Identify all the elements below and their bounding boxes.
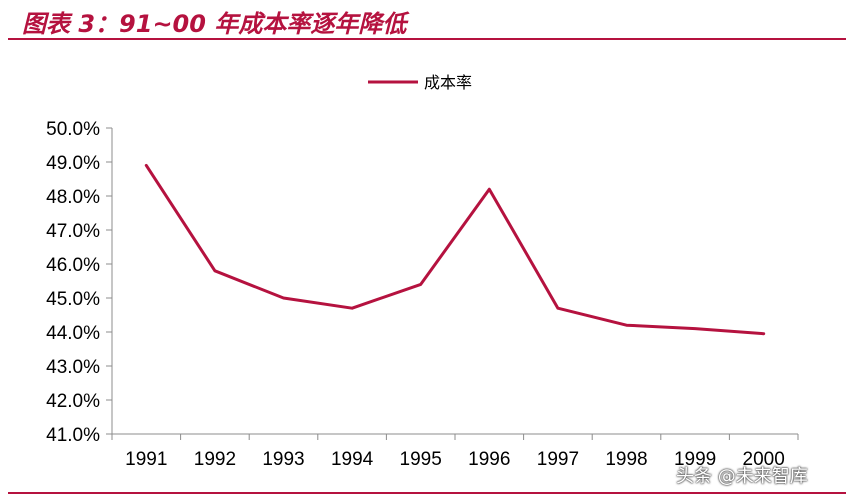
footer-rule	[8, 492, 846, 494]
x-tick-label: 1992	[194, 449, 236, 470]
y-tick-label: 44.0%	[46, 323, 100, 344]
x-tick-label: 1998	[605, 449, 647, 470]
y-tick-label: 45.0%	[46, 289, 100, 310]
watermark: 头条 @未来智库	[676, 466, 808, 487]
x-tick-label: 1991	[125, 449, 167, 470]
y-axis-labels: 41.0% 42.0% 43.0% 44.0% 45.0% 46.0% 47.0% 48.0%…	[46, 119, 100, 446]
y-tick-label: 42.0%	[46, 391, 100, 412]
legend: 成本率	[368, 73, 472, 92]
x-tick-label: 1993	[262, 449, 304, 470]
x-axis-ticks	[111, 434, 799, 440]
y-tick-label: 49.0%	[46, 153, 100, 174]
series-line	[144, 163, 766, 336]
figure-title: 图表 3：91~00 年成本率逐年降低	[22, 10, 407, 38]
series-group	[144, 163, 766, 336]
x-tick-label: 1994	[331, 449, 374, 470]
x-tick-label: 1997	[537, 449, 579, 470]
x-tick-label: 2000	[743, 449, 785, 470]
y-tick-label: 47.0%	[46, 221, 100, 242]
y-tick-label: 48.0%	[46, 187, 100, 208]
figure-header: 图表 3：91~00 年成本率逐年降低	[0, 0, 854, 40]
header-rule	[8, 38, 846, 40]
y-axis-ticks	[106, 127, 112, 435]
y-tick-label: 43.0%	[46, 357, 100, 378]
y-tick-label: 41.0%	[46, 425, 100, 446]
x-tick-label: 1999	[674, 449, 716, 470]
x-tick-label: 1996	[468, 449, 510, 470]
y-tick-label: 50.0%	[46, 119, 100, 140]
legend-label: 成本率	[424, 73, 472, 92]
y-tick-label: 46.0%	[46, 255, 100, 276]
x-tick-label: 1995	[400, 449, 442, 470]
x-axis-labels: 1991 1992 1993 1994 1995 1996 1997 1998 1999 2000	[125, 449, 785, 470]
